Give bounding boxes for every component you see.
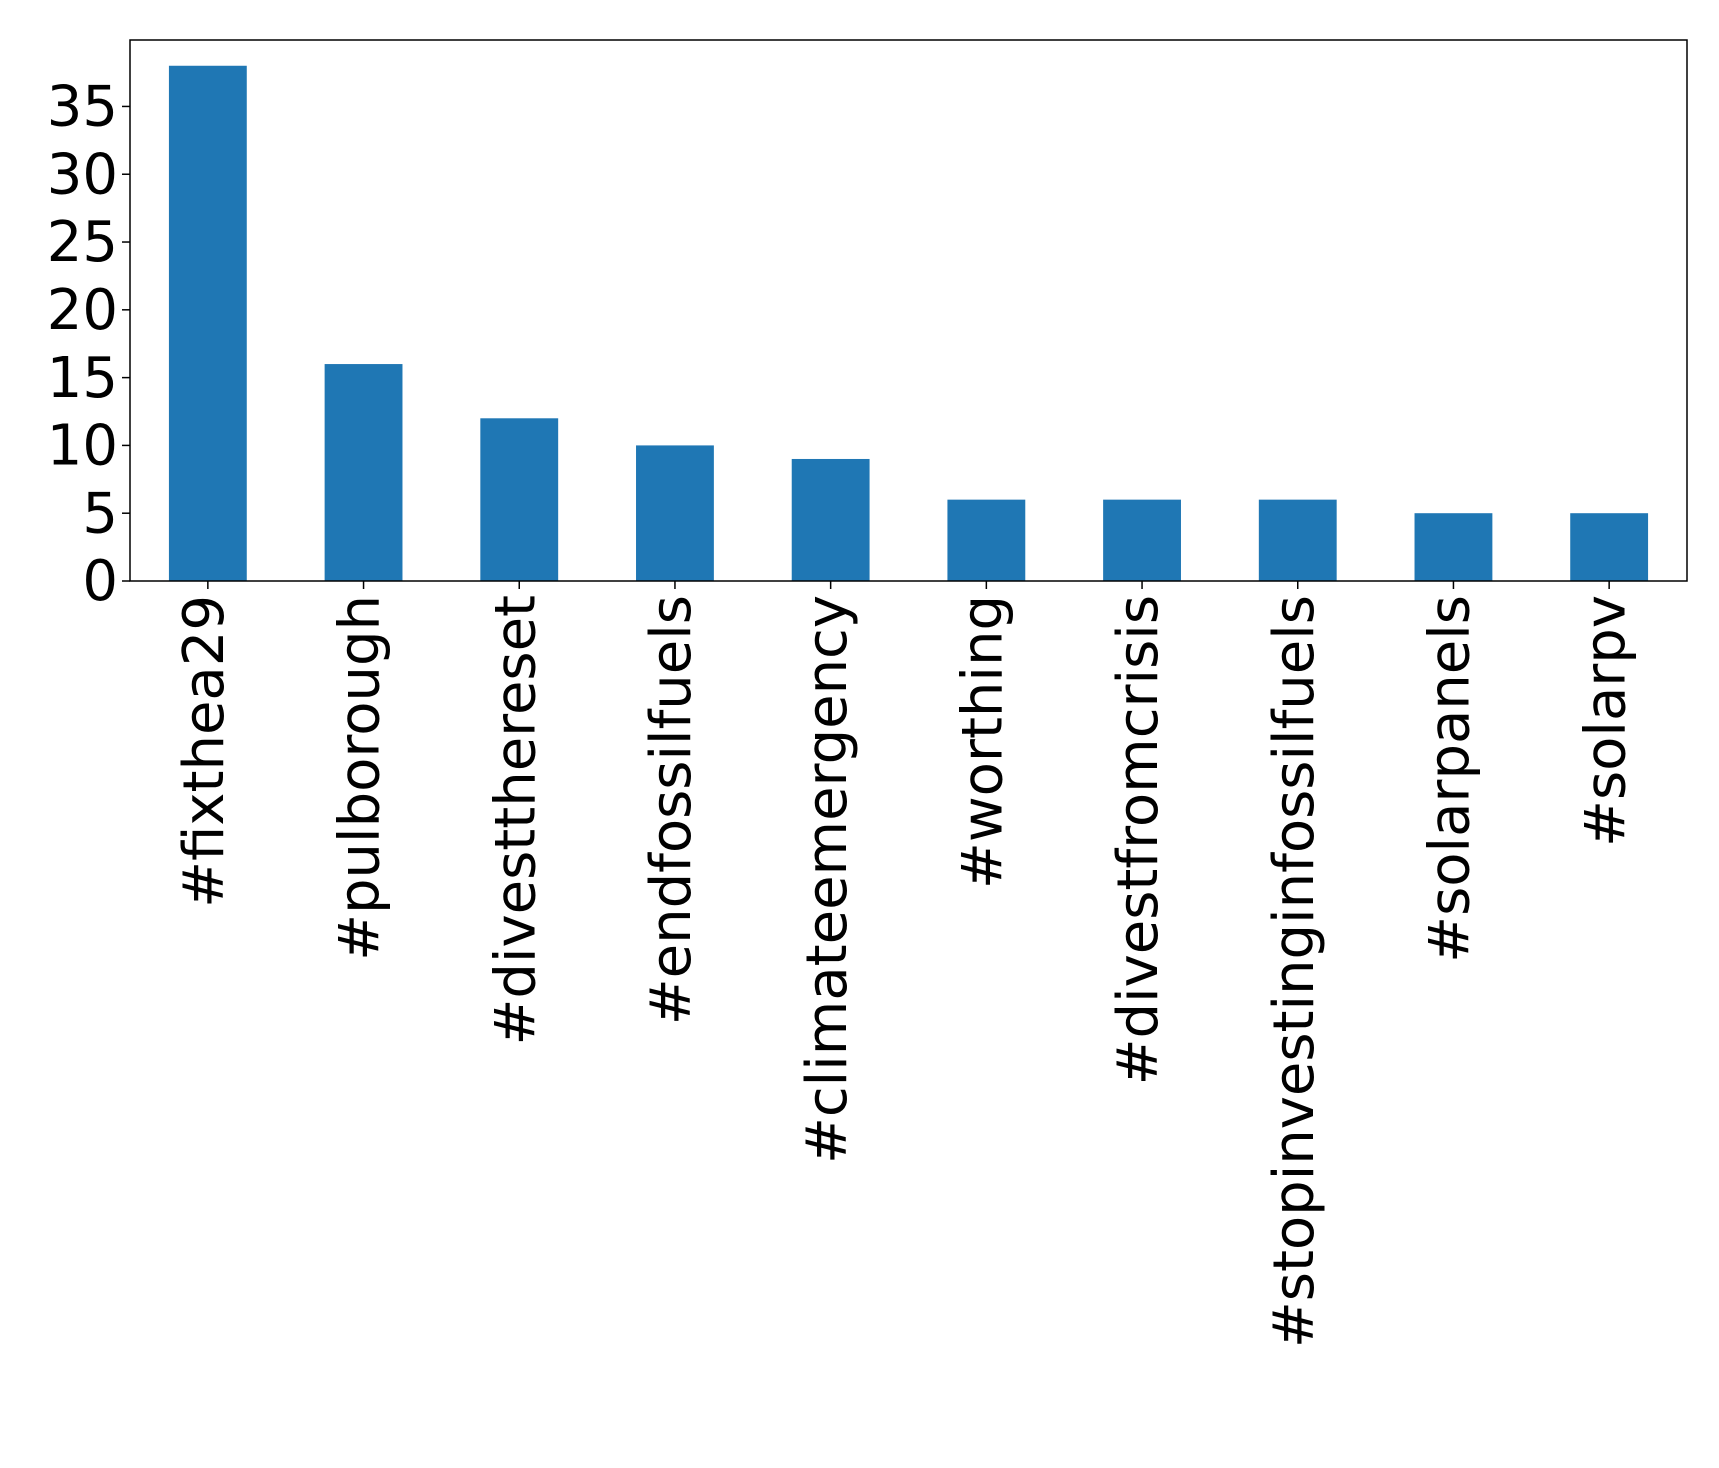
x-tick-label: #divestthereset [483,595,548,1046]
bar [480,418,559,581]
bar [791,458,870,581]
x-tick-label: #endfossilfuels [639,595,704,1025]
y-tick-label: 10 [47,414,118,479]
bar [1103,499,1181,581]
x-tick-label: #climateemergency [795,595,860,1164]
x-tick-label: #solarpv [1573,595,1638,847]
x-tick-label: #stopinvestinginfossilfuels [1262,595,1327,1348]
bar [1258,499,1337,581]
x-tick-label: #divestfromcrisis [1106,595,1171,1085]
x-tick-label: #fixthea29 [172,595,237,908]
plot-frame [129,39,1688,582]
x-tick-label: #solarpanels [1418,595,1483,963]
y-tick-label: 35 [47,75,118,140]
bar [1570,513,1649,581]
x-tick-label: #worthing [950,595,1015,889]
y-tick-label: 5 [82,481,118,546]
bar [324,364,403,581]
y-tick-label: 0 [82,549,118,614]
bar [636,445,714,581]
y-tick-label: 15 [47,346,118,411]
bar [1414,513,1493,581]
y-tick-label: 25 [47,210,118,275]
x-tick-label: #pulborough [328,595,393,961]
bar [947,499,1026,581]
y-tick-label: 20 [47,278,118,343]
y-tick-label: 30 [47,142,118,207]
bar [168,65,247,581]
